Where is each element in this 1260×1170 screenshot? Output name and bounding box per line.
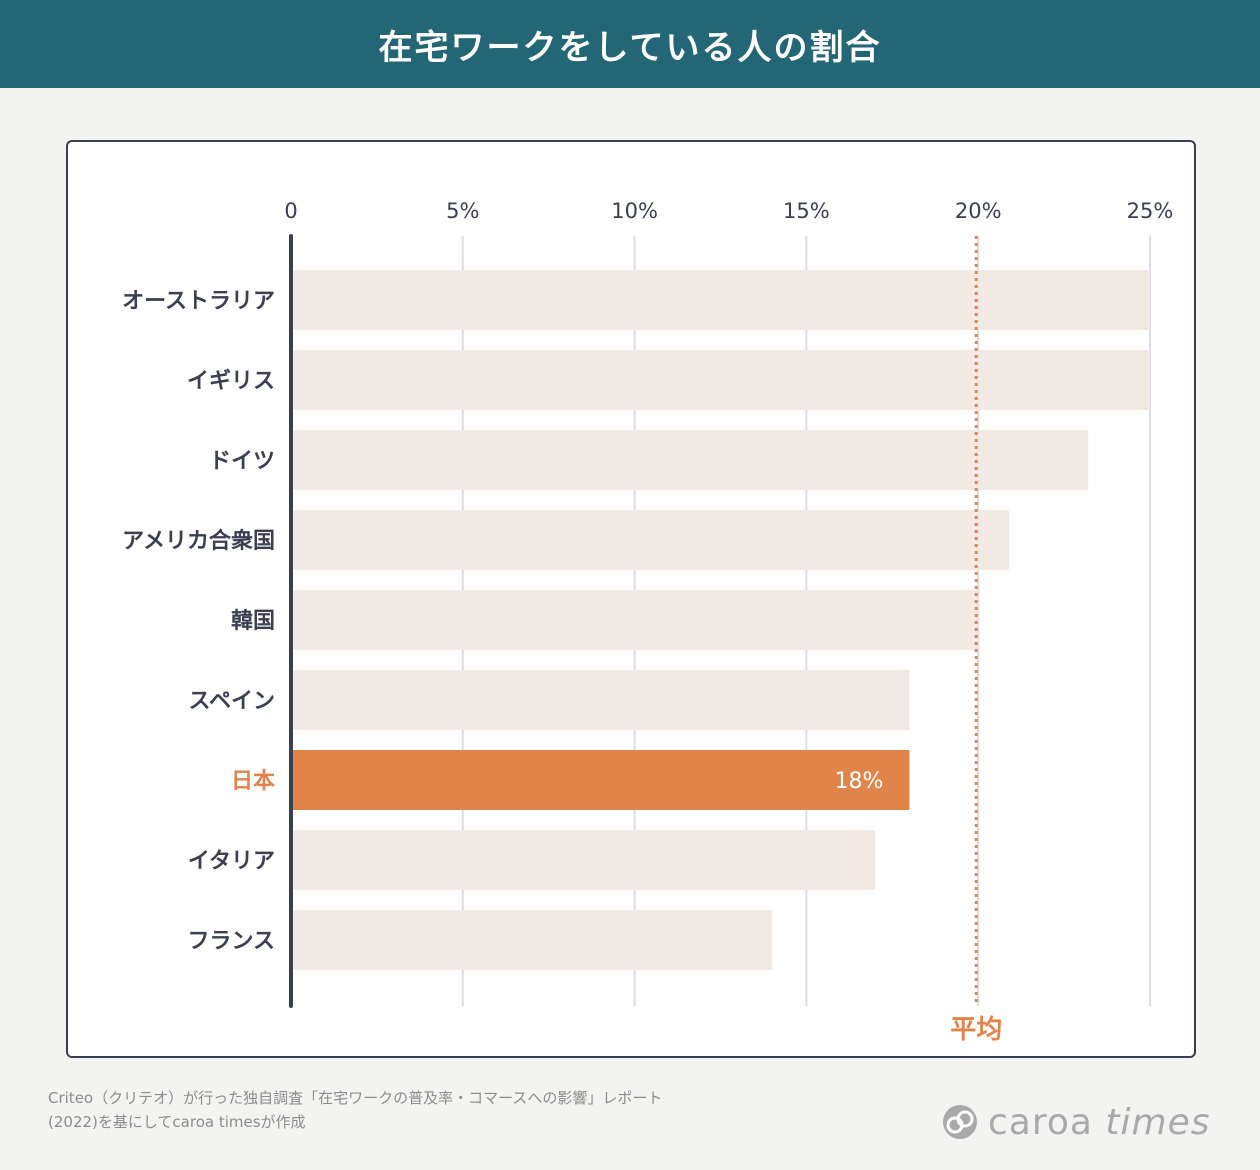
bar-0 [293,270,1150,330]
average-label: 平均 [950,1015,1002,1045]
logo-word-times: times [1105,1101,1211,1143]
source-note: Criteo（クリテオ）が行った独自調査「在宅ワークの普及率・コマースへの影響」… [48,1086,868,1134]
source-note-line-2: (2022)を基にしてcaroa timesが作成 [48,1113,306,1131]
x-tick-label-4: 20% [955,199,1002,223]
bar-5 [293,670,910,730]
category-label-8: フランス [187,929,275,954]
bar-chart: 0 5% 10% 15% 20% 25% オーストラリアイギリスドイツアメリカ合衆国韓国スペ… [122,199,1174,1045]
x-tick-label-0: 0 [284,199,297,223]
category-label-1: イギリス [187,369,275,394]
category-label-3: アメリカ合衆国 [122,528,275,554]
x-tick-label-1: 5% [446,199,479,223]
x-tick-label-2: 10% [611,199,658,223]
chart-card: 0 5% 10% 15% 20% 25% オーストラリアイギリスドイツアメリカ合衆国韓国スペ… [66,140,1196,1058]
logo-wordmark: caroa times [988,1102,1211,1143]
highlight-value-label: 18% [835,769,884,794]
category-label-4: 韓国 [231,608,275,634]
bar-2 [293,430,1089,490]
source-note-line-1: Criteo（クリテオ）が行った独自調査「在宅ワークの普及率・コマースへの影響」… [48,1089,663,1107]
bar-3 [293,510,1010,570]
bar-4 [293,590,979,650]
bar-8 [293,910,773,970]
x-tick-label-5: 25% [1127,199,1174,223]
logo-mark-icon [943,1105,977,1139]
category-label-0: オーストラリア [122,289,275,314]
chart-title: 在宅ワークをしている人の割合 [378,27,882,68]
bar-7 [293,830,876,890]
bar-1 [293,350,1150,410]
logo-word-caroa: caroa [988,1101,1093,1143]
x-tick-label-3: 15% [783,199,830,223]
category-label-2: ドイツ [209,449,275,474]
category-label-7: イタリア [188,849,275,874]
header-bar: 在宅ワークをしている人の割合 [0,0,1260,88]
bar-6 [293,750,910,810]
caroa-times-logo: caroa times [940,1100,1211,1144]
category-label-6: 日本 [231,769,275,794]
category-label-5: スペイン [189,689,275,714]
